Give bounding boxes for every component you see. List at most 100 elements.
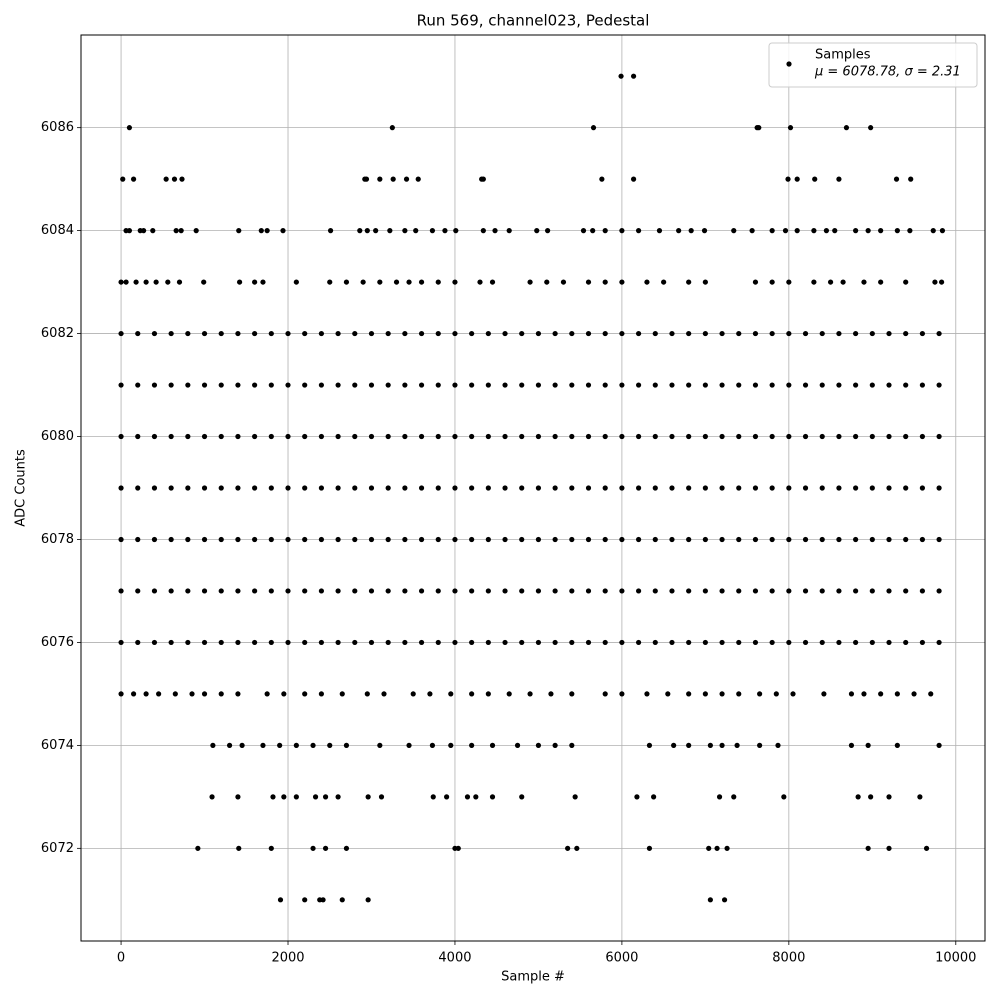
chart-title: Run 569, channel023, Pedestal: [417, 12, 650, 30]
data-point: [669, 485, 675, 491]
data-point: [502, 433, 508, 440]
data-point: [886, 639, 892, 646]
data-point: [671, 742, 677, 748]
data-point: [719, 639, 725, 646]
data-point: [819, 588, 825, 594]
data-point: [268, 588, 274, 594]
data-point: [936, 330, 942, 337]
data-point: [469, 536, 475, 543]
data-point: [769, 485, 775, 491]
data-point: [886, 433, 892, 440]
data-point: [602, 691, 608, 697]
data-point: [368, 639, 375, 646]
data-point: [911, 691, 917, 697]
data-point: [569, 382, 575, 388]
data-point: [786, 485, 792, 491]
data-point: [736, 639, 742, 646]
data-point: [719, 382, 725, 388]
data-point: [118, 433, 124, 440]
data-point: [686, 742, 692, 748]
data-point: [252, 536, 258, 543]
data-point: [343, 845, 350, 851]
data-point: [236, 845, 242, 851]
y-tick-label: 6080: [41, 429, 74, 444]
data-point: [602, 536, 608, 543]
data-point: [585, 485, 592, 491]
data-point: [619, 279, 625, 285]
data-point: [724, 845, 730, 851]
data-point: [923, 845, 930, 851]
data-point: [118, 588, 124, 594]
data-point: [235, 433, 241, 440]
data-point: [477, 279, 483, 285]
data-point: [485, 382, 491, 388]
data-point: [855, 794, 861, 800]
data-point: [903, 279, 909, 285]
data-point: [260, 742, 266, 748]
data-point: [201, 279, 207, 285]
data-point: [150, 228, 156, 234]
data-point: [519, 794, 525, 800]
legend-marker: [786, 61, 792, 67]
data-point: [352, 536, 358, 543]
data-point: [310, 742, 316, 748]
data-point: [519, 639, 525, 646]
data-point: [786, 330, 792, 337]
data-point: [686, 639, 692, 646]
data-point: [385, 588, 391, 594]
data-point: [264, 228, 270, 234]
data-point: [802, 330, 809, 337]
data-point: [302, 485, 308, 491]
data-point: [318, 536, 324, 543]
data-point: [869, 330, 875, 337]
data-point: [903, 330, 909, 337]
data-point: [569, 485, 575, 491]
data-point: [869, 485, 875, 491]
data-point: [552, 639, 558, 646]
data-point: [903, 639, 909, 646]
data-point: [752, 588, 759, 594]
data-point: [492, 228, 498, 234]
data-point: [853, 485, 859, 491]
data-point: [302, 330, 308, 337]
data-point: [502, 536, 508, 543]
data-point: [235, 639, 241, 646]
data-point: [126, 228, 133, 234]
data-point: [919, 433, 925, 440]
data-point: [368, 330, 375, 337]
data-point: [151, 536, 158, 543]
data-point: [402, 639, 408, 646]
data-point: [502, 639, 508, 646]
data-point: [163, 176, 169, 182]
data-point: [485, 588, 491, 594]
data-point: [619, 330, 625, 337]
data-point: [811, 279, 817, 285]
data-point: [686, 588, 692, 594]
data-point: [853, 639, 859, 646]
data-point: [893, 176, 900, 182]
data-point: [635, 639, 642, 646]
data-point: [302, 639, 308, 646]
data-point: [619, 382, 625, 388]
data-point: [819, 330, 825, 337]
data-point: [585, 433, 592, 440]
data-point: [452, 330, 458, 337]
data-point: [185, 330, 191, 337]
data-point: [812, 176, 818, 182]
data-point: [688, 228, 694, 234]
data-point: [519, 382, 525, 388]
data-point: [630, 73, 637, 79]
data-point: [413, 228, 419, 234]
data-point: [519, 330, 525, 337]
data-point: [932, 279, 938, 285]
data-point: [775, 742, 781, 748]
data-point: [519, 536, 525, 543]
data-point: [268, 536, 274, 543]
data-point: [903, 382, 909, 388]
data-point: [429, 742, 436, 748]
data-point: [171, 176, 178, 182]
data-point: [630, 176, 637, 182]
data-point: [335, 382, 341, 388]
data-point: [435, 536, 441, 543]
